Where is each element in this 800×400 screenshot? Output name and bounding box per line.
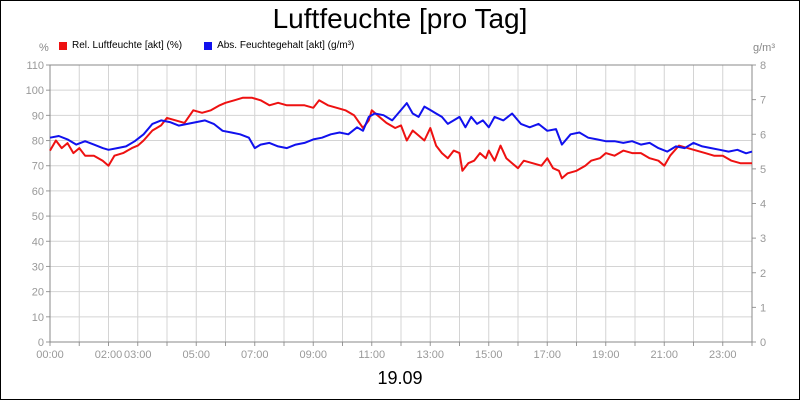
x-tick-label: 23:00 — [709, 349, 737, 361]
y-tick-label-left: 60 — [32, 186, 44, 198]
x-tick-label: 21:00 — [650, 349, 678, 361]
y-axis-left-unit: % — [39, 42, 49, 54]
y-axis-right-unit: g/m³ — [753, 42, 775, 54]
chart-title: Luftfeuchte [pro Tag] — [272, 3, 528, 34]
y-tick-label-right: 2 — [760, 268, 766, 280]
legend-swatch-abs-humidity — [204, 41, 213, 50]
y-tick-label-right: 7 — [760, 95, 766, 107]
y-tick-label-left: 10 — [32, 312, 44, 324]
y-tick-label-left: 20 — [32, 287, 44, 299]
x-tick-label: 05:00 — [182, 349, 210, 361]
x-tick-label: 07:00 — [241, 349, 269, 361]
y-tick-label-left: 70 — [32, 161, 44, 173]
legend-label-abs-humidity: Abs. Feuchtegehalt [akt] (g/m³) — [217, 40, 355, 51]
x-tick-label: 13:00 — [416, 349, 444, 361]
plot-border — [49, 64, 753, 343]
x-tick-label: 02:00 — [95, 349, 123, 361]
y-tick-label-left: 110 — [26, 60, 44, 72]
y-tick-label-left: 50 — [32, 211, 44, 223]
y-tick-label-left: 40 — [32, 236, 44, 248]
legend-item-abs-humidity: Abs. Feuchtegehalt [akt] (g/m³) — [204, 40, 354, 51]
x-tick-label: 11:00 — [358, 349, 385, 361]
x-tick-label: 00:00 — [36, 349, 64, 361]
y-tick-label-right: 8 — [760, 60, 766, 72]
y-tick-label-left: 30 — [32, 261, 44, 273]
series-line-rel-humidity — [49, 96, 752, 180]
x-tick-label: 03:00 — [124, 349, 152, 361]
y-tick-label-right: 5 — [760, 164, 766, 176]
y-tick-label-right: 0 — [760, 337, 766, 349]
legend-label-rel-humidity: Rel. Luftfeuchte [akt] (%) — [72, 40, 183, 51]
x-tick-label: 17:00 — [533, 349, 561, 361]
series-line-abs-humidity — [49, 102, 753, 155]
y-tick-label-left: 0 — [38, 337, 44, 349]
legend-swatch-rel-humidity — [59, 41, 67, 50]
y-tick-label-right: 6 — [760, 129, 766, 141]
date-label: 19.09 — [377, 368, 423, 388]
y-tick-label-right: 1 — [760, 302, 766, 314]
y-tick-label-right: 4 — [760, 199, 766, 211]
y-tick-label-left: 90 — [32, 110, 44, 122]
y-tick-label-left: 100 — [26, 85, 44, 97]
x-tick-label: 19:00 — [592, 349, 620, 361]
legend: Rel. Luftfeuchte [akt] (%) Abs. Feuchteg… — [59, 40, 354, 51]
legend-item-rel-humidity: Rel. Luftfeuchte [akt] (%) — [59, 40, 182, 51]
x-tick-label: 15:00 — [475, 349, 503, 361]
y-tick-label-right: 3 — [760, 233, 766, 245]
y-tick-label-left: 80 — [32, 136, 44, 148]
x-tick-label: 09:00 — [299, 349, 327, 361]
